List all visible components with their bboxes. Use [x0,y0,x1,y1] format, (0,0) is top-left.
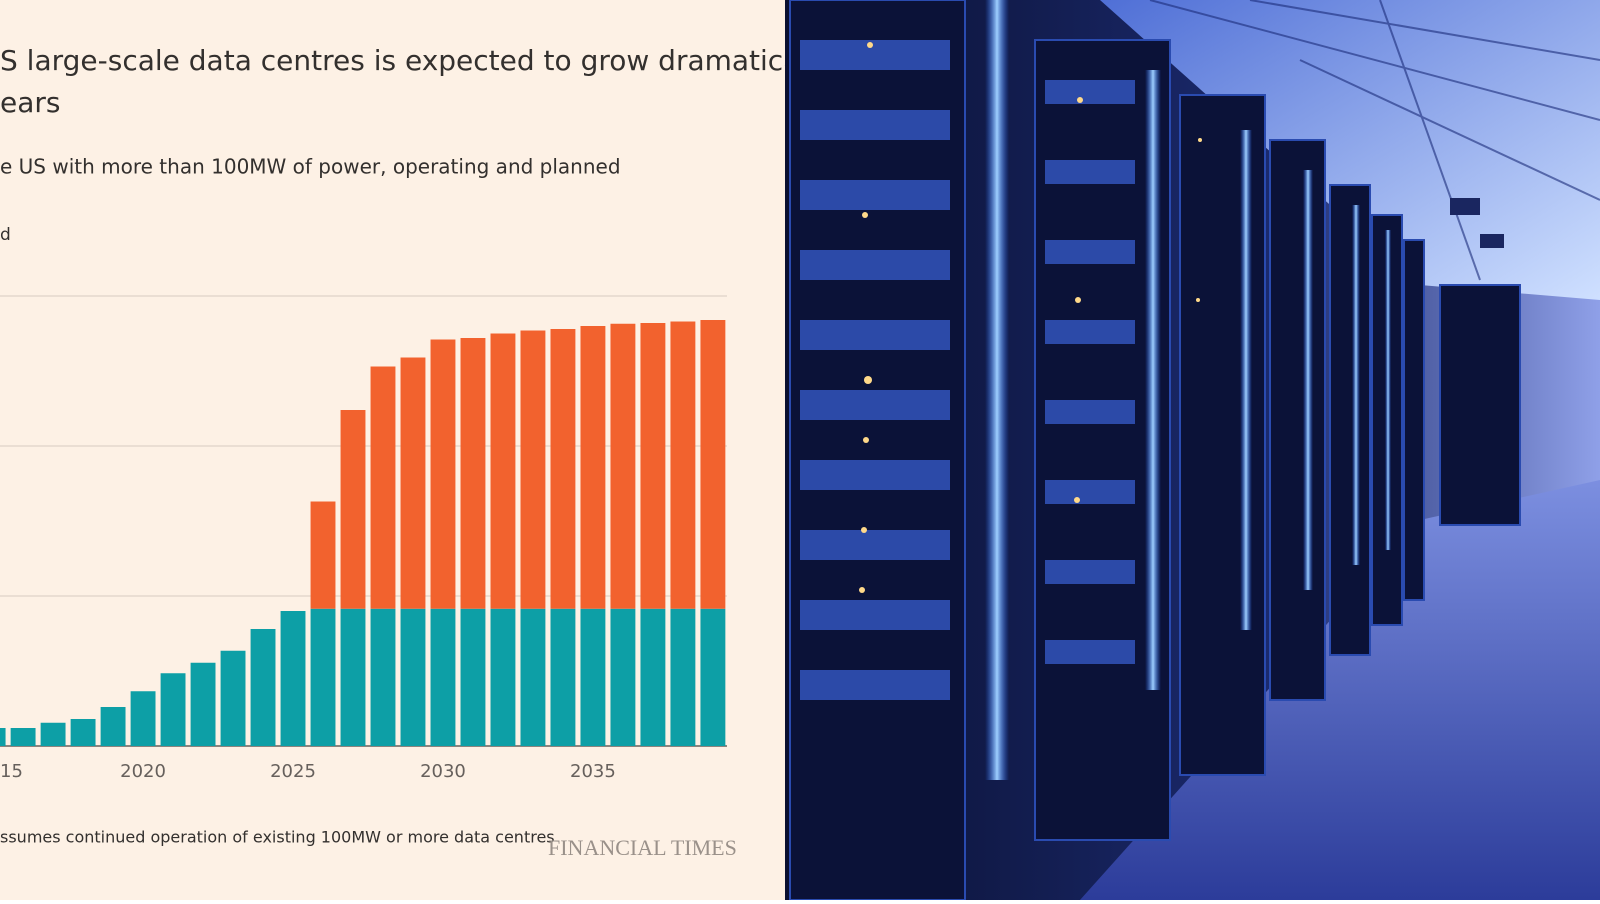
bar-segment [640,323,666,609]
bar-segment [370,608,396,746]
bar-segment [670,321,696,609]
bar-segment [520,330,546,609]
bar-segment [610,323,636,609]
x-tick-label: 2020 [120,761,166,782]
bar-segment [580,326,606,609]
source-logo: FINANCIAL TIMES [548,835,737,860]
bar-segment [700,320,726,609]
bar-segment [370,366,396,609]
bar-segment [490,608,516,746]
bar-segment [130,691,156,746]
bar-segment [0,728,6,746]
chart-title: ears [0,86,60,119]
photo [785,0,1600,901]
chart: S large-scale data centres is expected t… [0,44,832,860]
bar-segment [280,611,306,746]
chart-subtitle: e US with more than 100MW of power, oper… [0,155,621,179]
x-tick-label: 2030 [420,761,466,782]
bar-segment [520,608,546,746]
legend-label: d [0,225,11,245]
chart-title: S large-scale data centres is expected t… [0,44,832,77]
bar-segment [400,608,426,746]
bar-segment [310,501,336,609]
bar-segment [160,673,186,746]
bar-segment [460,338,486,609]
bar-segment [640,608,666,746]
bar-segment [340,410,366,609]
bar-segment [10,728,36,746]
x-tick-label: 15 [0,761,23,782]
bar-segment [430,339,456,609]
bar-segment [340,608,366,746]
bar-segment [460,608,486,746]
bar-segment [550,608,576,746]
bar-segment [190,662,216,746]
x-tick-label: 2025 [270,761,316,782]
bar-segment [700,608,726,746]
bar-segment [40,722,66,746]
bar-segment [70,719,96,746]
bar-segment [550,329,576,609]
bar-segment [430,608,456,746]
bar-segment [670,608,696,746]
bar-segment [400,357,426,609]
bar-segment [610,608,636,746]
bar-segment [490,333,516,609]
bar-segment [250,629,276,746]
bar-segment [310,608,336,746]
footnote: ssumes continued operation of existing 1… [0,828,555,847]
bar-segment [580,608,606,746]
bar-segment [220,650,246,746]
bar-segment [100,707,126,746]
x-tick-label: 2035 [570,761,616,782]
